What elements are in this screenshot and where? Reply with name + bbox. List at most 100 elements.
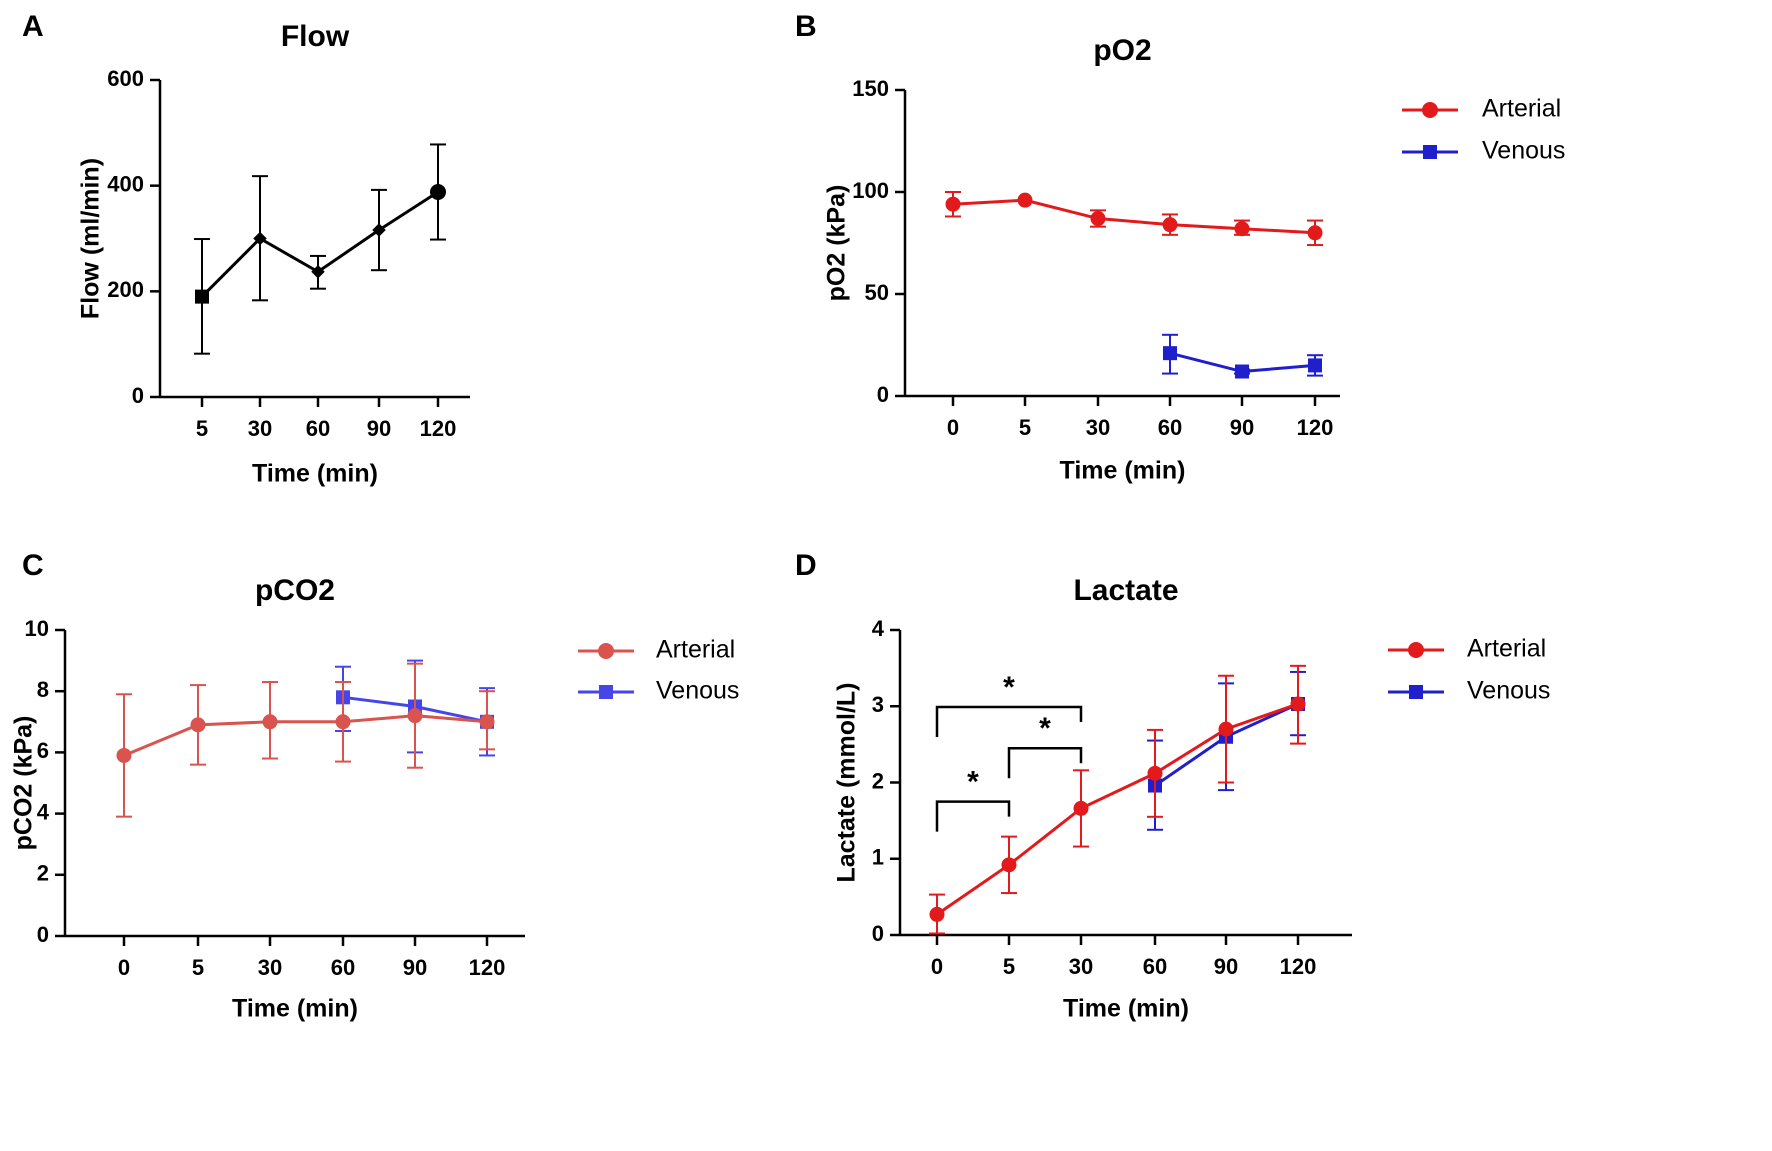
y-tick-label-d: 0	[872, 921, 884, 946]
legend-swatch-marker	[1423, 145, 1437, 159]
x-tick-label-c: 30	[258, 955, 282, 980]
data-point	[372, 223, 386, 237]
legend-item-venous: Venous	[578, 677, 739, 705]
x-axis-label-b: Time (min)	[1060, 457, 1186, 485]
data-point	[430, 184, 446, 201]
data-point	[407, 708, 423, 724]
y-axis-label-c: pCO2 (kPa)	[10, 716, 38, 851]
data-point	[311, 265, 325, 279]
legend-item-arterial: Arterial	[1388, 635, 1546, 663]
y-tick-label-c: 2	[37, 861, 49, 886]
significance-line	[1007, 746, 1083, 779]
y-tick-label-d: 1	[872, 845, 884, 870]
legend-label: Venous	[1467, 677, 1550, 705]
panel-letter-b: B	[795, 10, 817, 43]
x-axis-label-d: Time (min)	[1063, 995, 1189, 1023]
y-axis-label-a: Flow (ml/min)	[77, 158, 105, 319]
data-point	[116, 747, 132, 763]
x-tick-label-c: 90	[403, 955, 427, 980]
legend-swatch-marker	[599, 685, 613, 699]
data-point	[1218, 721, 1234, 737]
legend-swatch-marker	[598, 643, 614, 659]
y-tick-label-c: 0	[37, 922, 49, 947]
y-tick-label-a: 400	[107, 171, 144, 196]
legend-swatch-marker	[1409, 685, 1423, 699]
y-tick-label-a: 600	[107, 66, 144, 91]
data-point	[1162, 217, 1178, 233]
series-line	[123, 714, 488, 757]
data-point	[1147, 765, 1163, 781]
data-point	[335, 714, 351, 730]
significance-line	[935, 800, 1011, 832]
series-line	[200, 190, 439, 298]
legend-d: Arterial Venous	[1388, 635, 1550, 705]
x-tick-label-b: 0	[947, 415, 959, 440]
y-tick-label-c: 10	[25, 616, 49, 641]
x-tick-label-c: 60	[331, 955, 355, 980]
legend-item-arterial: Arterial	[578, 636, 735, 664]
legend-item-arterial: Arterial	[1402, 95, 1561, 123]
x-tick-label-d: 90	[1214, 954, 1238, 979]
series-arterial-c	[116, 662, 495, 818]
significance-bracket: *	[935, 671, 1083, 738]
x-axis-label-a: Time (min)	[252, 460, 378, 488]
significance-line	[935, 705, 1083, 738]
x-tick-label-d: 120	[1280, 954, 1317, 979]
data-point	[190, 717, 206, 733]
data-point	[1308, 358, 1322, 373]
y-tick-label-b: 0	[877, 382, 889, 407]
y-tick-label-d: 4	[872, 616, 885, 641]
data-point	[1307, 225, 1323, 241]
legend-label: Arterial	[656, 636, 735, 664]
y-axis-label-d: Lactate (mmol/L)	[833, 682, 861, 882]
series-flow-a	[194, 143, 446, 355]
data-point	[1073, 800, 1089, 816]
chart-title-b: pO2	[1093, 34, 1151, 67]
significance-label: *	[967, 766, 979, 799]
y-tick-label-b: 150	[852, 76, 889, 101]
significance-bracket: *	[935, 766, 1011, 832]
panel-letter-d: D	[795, 549, 817, 582]
y-tick-label-c: 8	[37, 677, 49, 702]
y-tick-label-a: 200	[107, 277, 144, 302]
data-point	[195, 289, 209, 304]
x-tick-label-b: 5	[1019, 415, 1031, 440]
x-tick-label-d: 5	[1003, 954, 1015, 979]
data-point	[929, 906, 945, 922]
x-tick-label-d: 60	[1143, 954, 1167, 979]
data-point	[1234, 221, 1250, 237]
data-point	[1163, 346, 1177, 361]
y-axis-label-b: pO2 (kPa)	[823, 185, 851, 302]
significance-label: *	[1003, 671, 1015, 704]
data-point	[1235, 364, 1249, 379]
panel-letter-c: C	[22, 549, 44, 582]
x-axis-label-c: Time (min)	[232, 995, 358, 1023]
legend-label: Venous	[656, 677, 739, 705]
legend-swatch-marker	[1408, 642, 1424, 658]
legend-label: Arterial	[1482, 95, 1561, 123]
x-tick-label-a: 5	[196, 416, 208, 441]
x-tick-label-d: 30	[1069, 954, 1093, 979]
x-tick-label-a: 60	[306, 416, 330, 441]
chart-title-c: pCO2	[255, 574, 335, 607]
y-tick-label-b: 100	[852, 178, 889, 203]
x-tick-label-d: 0	[931, 954, 943, 979]
data-point	[1017, 192, 1033, 208]
y-tick-label-d: 2	[872, 768, 884, 793]
x-tick-label-a: 120	[420, 416, 457, 441]
data-point	[1001, 857, 1017, 873]
panel-a: A Flow 0 200 400 600 5 30 60 90 120 Time (min) Flow …	[22, 10, 470, 488]
data-point	[262, 714, 278, 730]
x-tick-label-b: 60	[1158, 415, 1182, 440]
data-point	[479, 714, 495, 730]
panel-letter-a: A	[22, 10, 44, 43]
y-tick-label-a: 0	[132, 383, 144, 408]
significance-label: *	[1039, 712, 1051, 745]
data-point	[1290, 696, 1306, 712]
x-tick-label-a: 90	[367, 416, 391, 441]
legend-label: Arterial	[1467, 635, 1546, 663]
x-tick-label-c: 120	[469, 955, 506, 980]
